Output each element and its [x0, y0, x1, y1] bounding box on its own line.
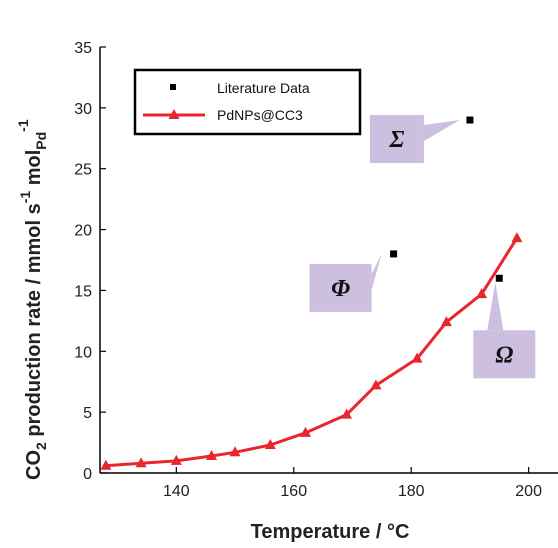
y-tick-label: 25	[74, 162, 92, 179]
y-tick-label: 30	[74, 101, 92, 118]
data-point-triangle	[476, 288, 488, 299]
callout-layer: Φ Σ Ω	[309, 115, 536, 379]
data-point-triangle	[100, 459, 112, 470]
data-point-square	[466, 116, 474, 124]
data-point-triangle	[411, 352, 423, 363]
callout-box	[309, 263, 372, 312]
callout-pointer	[371, 253, 382, 290]
legend-label: PdNPs@CC3	[217, 107, 303, 123]
y-tick-label: 35	[74, 40, 92, 57]
x-tick-label: 200	[515, 483, 542, 500]
callout-box	[473, 330, 536, 379]
y-tick-label: 15	[74, 283, 92, 300]
y-tick-label: 10	[74, 344, 92, 361]
data-point-square	[495, 274, 503, 282]
callout-pointer	[487, 282, 504, 331]
y-axis-label-part: CO	[23, 450, 45, 480]
data-point-triangle	[135, 457, 147, 468]
data-point-triangle	[440, 316, 452, 327]
y-axis-label-part: 2	[33, 442, 49, 450]
y-axis-label: CO2 production rate / mmol s-1 molPd-1	[15, 119, 49, 480]
legend: Literature Data PdNPs@CC3	[133, 68, 362, 136]
data-point-triangle	[170, 454, 182, 465]
y-axis-label-part: mol	[23, 150, 45, 191]
y-axis-label-part: production rate / mmol s	[23, 203, 45, 442]
data-point-triangle	[370, 379, 382, 390]
data-point-triangle	[511, 232, 523, 243]
data-point-triangle	[341, 408, 353, 419]
y-tick-label: 5	[83, 405, 92, 422]
series-layer	[100, 116, 523, 470]
data-point-triangle	[264, 439, 276, 450]
callout-pointer	[423, 120, 460, 142]
legend-label: Literature Data	[217, 80, 310, 96]
legend-box	[133, 68, 362, 136]
y-tick-label: 20	[74, 223, 92, 240]
data-point-square	[390, 250, 398, 258]
axes	[99, 46, 558, 474]
y-axis-label-part: -1	[17, 191, 33, 204]
callout-label: Σ	[388, 127, 404, 153]
x-tick-label: 180	[398, 483, 425, 500]
callout-label: Ω	[495, 342, 513, 368]
legend-marker-triangle	[168, 109, 180, 119]
y-tick-label: 0	[83, 466, 92, 483]
y-axis-label-part: Pd	[33, 132, 49, 150]
x-tick-label: 160	[280, 483, 307, 500]
data-point-triangle	[229, 446, 241, 457]
data-point-triangle	[206, 449, 218, 460]
callout-label: Φ	[331, 276, 350, 302]
x-tick-label: 140	[163, 483, 190, 500]
legend-marker-square	[170, 84, 176, 90]
tick-labels: 0 5 10 15 20 25 30 35 140 160 180 200	[74, 40, 542, 500]
callout-box	[369, 115, 424, 164]
y-axis-label-part: -1	[15, 119, 31, 132]
x-axis-label: Temperature / °C	[251, 521, 410, 543]
data-point-triangle	[300, 426, 312, 437]
